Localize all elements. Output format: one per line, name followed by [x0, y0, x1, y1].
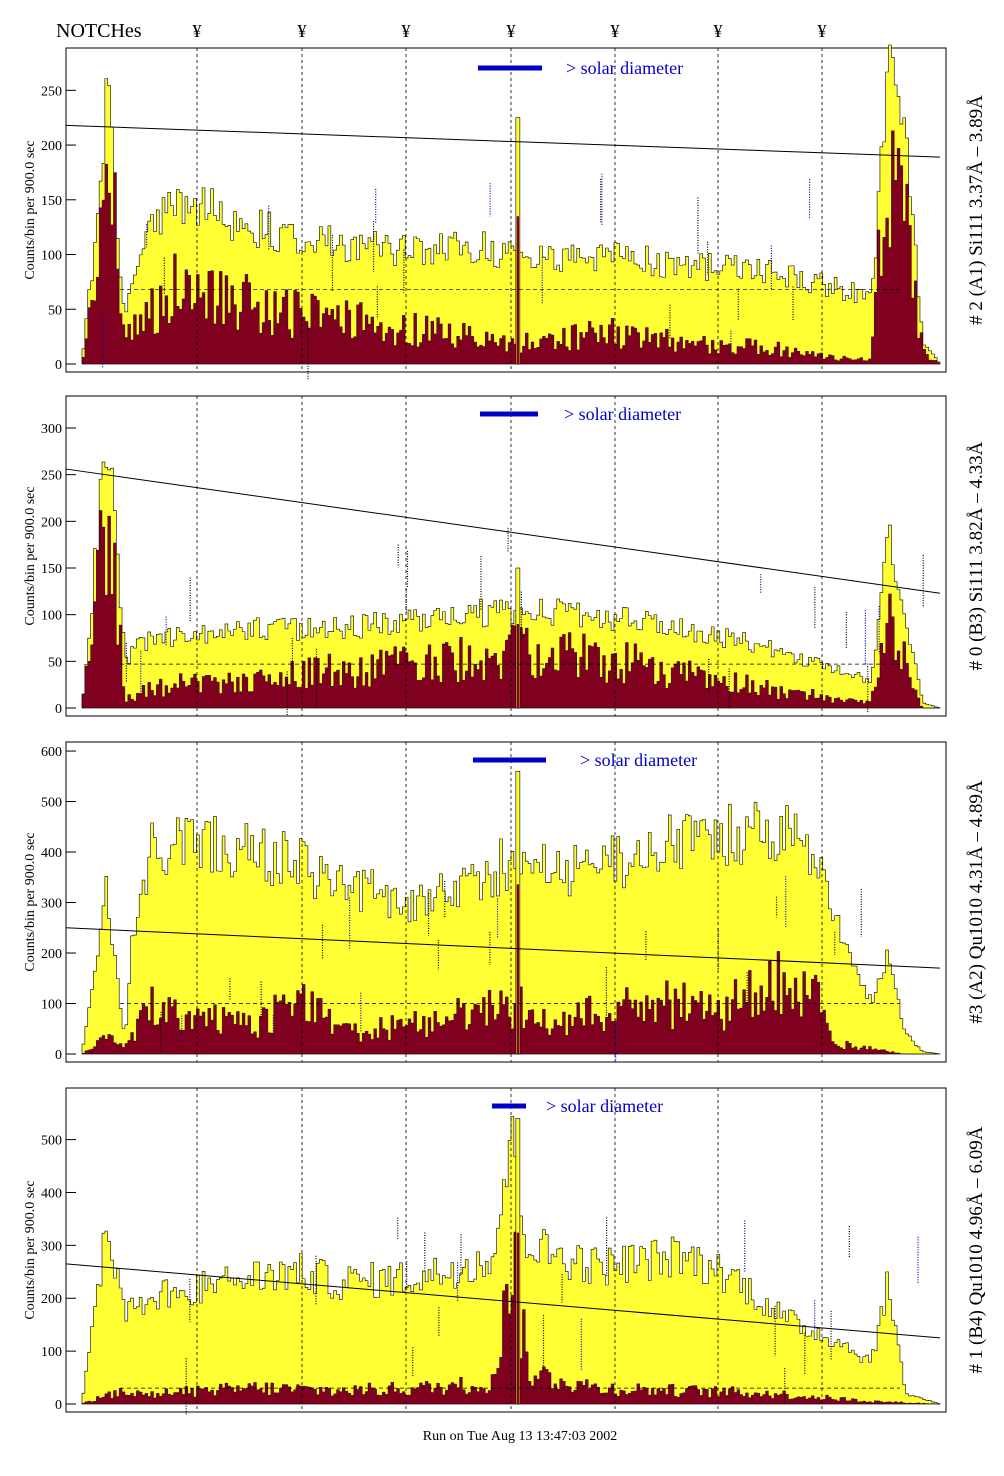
- y-tick-label: 300: [41, 1239, 62, 1254]
- y-tick-label: 0: [55, 1398, 62, 1413]
- y-axis-label: Counts/bin per 900.0 sec: [23, 140, 38, 279]
- yellow-histogram: [81, 44, 941, 365]
- y-tick-label: 600: [41, 745, 62, 760]
- y-tick-label: 150: [41, 194, 62, 209]
- y-tick-label: 500: [41, 1134, 62, 1149]
- solar-diameter-label: > solar diameter: [580, 750, 697, 770]
- trend-line: [65, 1263, 941, 1339]
- maroon-histogram: [81, 951, 940, 1055]
- notch-marker: ¥: [818, 21, 827, 41]
- chart-panel-4: 0 100 200 300 400 500 Counts/bin per 900.0 sec…: [23, 1087, 987, 1416]
- y-tick-label: 100: [41, 249, 62, 264]
- y-axis-label: Counts/bin per 900.0 sec: [23, 1180, 38, 1319]
- y-tick-label: 500: [41, 796, 62, 811]
- spike-bar-inner: [516, 624, 520, 708]
- y-tick-label: 200: [41, 139, 62, 154]
- y-axis-label: Counts/bin per 900.0 sec: [23, 486, 38, 625]
- y-tick-label: 200: [41, 1292, 62, 1307]
- notch-marker: ¥: [193, 21, 202, 41]
- run-timestamp: Run on Tue Aug 13 13:47:03 2002: [423, 1429, 617, 1444]
- y-tick-label: 300: [41, 422, 62, 437]
- panel-frame: [65, 47, 947, 373]
- spike-bar-inner: [516, 216, 520, 364]
- chart-panel-2: 0 50 100 150 200 250 300 Counts/bin per 900.0 s…: [23, 395, 987, 717]
- notch-marker: ¥: [714, 21, 723, 41]
- spike-bar-inner: [516, 884, 520, 1054]
- notch-header: NOTCHes: [56, 20, 142, 42]
- solar-diameter-label: > solar diameter: [566, 58, 683, 78]
- trend-line: [65, 124, 941, 158]
- notch-marker: ¥: [298, 21, 307, 41]
- detector-label: #3 (A2) Qu1010 4.31Å – 4.89Å: [966, 780, 987, 1024]
- yellow-histogram: [81, 461, 941, 709]
- y-tick-label: 100: [41, 1345, 62, 1360]
- panel-frame: [65, 1087, 947, 1413]
- y-axis-label: Counts/bin per 900.0 sec: [23, 832, 38, 971]
- trend-line: [65, 468, 941, 594]
- y-tick-label: 0: [55, 1048, 62, 1063]
- detector-label: # 1 (B4) Qu1010 4.96Å – 6.09Å: [966, 1126, 987, 1373]
- detector-label: # 2 (A1) Si111 3.37Å – 3.89Å: [966, 95, 987, 325]
- spike-bar-inner: [516, 1232, 520, 1404]
- notch-marker: ¥: [611, 21, 620, 41]
- panel-frame: [65, 395, 947, 717]
- panel-frame: [65, 741, 947, 1063]
- y-tick-label: 200: [41, 947, 62, 962]
- notches-label: NOTCHes: [56, 20, 142, 42]
- y-tick-label: 50: [48, 303, 62, 318]
- y-tick-label: 250: [41, 84, 62, 99]
- chart-panel-3: 0 100 200 300 400 500 600 Counts/bin per 900.0 …: [23, 741, 987, 1064]
- notch-marker: ¥: [507, 21, 516, 41]
- y-tick-label: 250: [41, 469, 62, 484]
- yellow-histogram: [81, 1115, 941, 1405]
- solar-diameter-label: > solar diameter: [546, 1096, 663, 1116]
- y-tick-label: 100: [41, 609, 62, 624]
- y-tick-label: 400: [41, 1186, 62, 1201]
- y-tick-label: 0: [55, 702, 62, 717]
- y-tick-label: 400: [41, 846, 62, 861]
- y-tick-label: 150: [41, 562, 62, 577]
- y-tick-label: 200: [41, 515, 62, 530]
- chart-panel-1: 0 50 100 150 200 250 Counts/bin per 900.0 sec #…: [23, 44, 987, 381]
- y-tick-label: 0: [55, 358, 62, 373]
- y-tick-label: 100: [41, 998, 62, 1013]
- solar-diameter-label: > solar diameter: [564, 404, 681, 424]
- notch-marker: ¥: [402, 21, 411, 41]
- y-tick-label: 50: [48, 655, 62, 670]
- detector-label: # 0 (B3) Si111 3.82Å – 4.33Å: [966, 441, 987, 670]
- y-tick-label: 300: [41, 897, 62, 912]
- trend-line: [65, 927, 941, 969]
